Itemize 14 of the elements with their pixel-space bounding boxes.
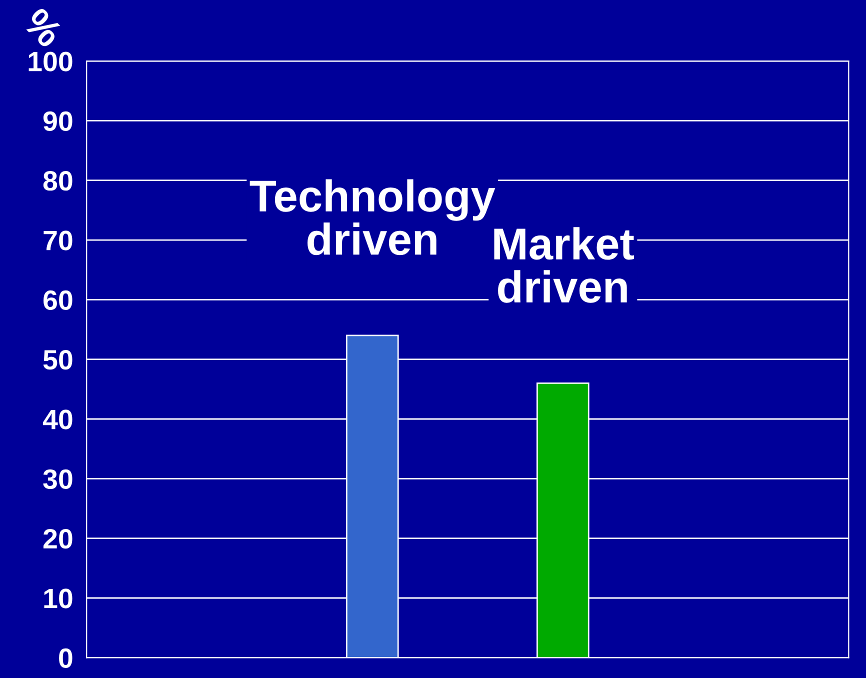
y-tick-label: 100: [28, 52, 72, 72]
x-tick-label: Technology driven: [250, 179, 496, 256]
y-tick-label: 10: [44, 588, 72, 608]
x-tick-label: Market driven: [494, 227, 634, 303]
y-axis-title: %: [22, 6, 64, 49]
y-tick-label: 80: [43, 171, 72, 191]
y-tick-label: 70: [44, 230, 72, 250]
y-tick-label: 50: [43, 350, 72, 370]
y-tick-label: 0: [59, 648, 72, 668]
y-tick-label: 90: [43, 111, 72, 132]
y-tick-label: 40: [42, 410, 72, 430]
y-tick-label: 30: [43, 469, 72, 490]
y-tick-label: 20: [43, 529, 72, 549]
y-tick-label: 60: [44, 290, 72, 310]
